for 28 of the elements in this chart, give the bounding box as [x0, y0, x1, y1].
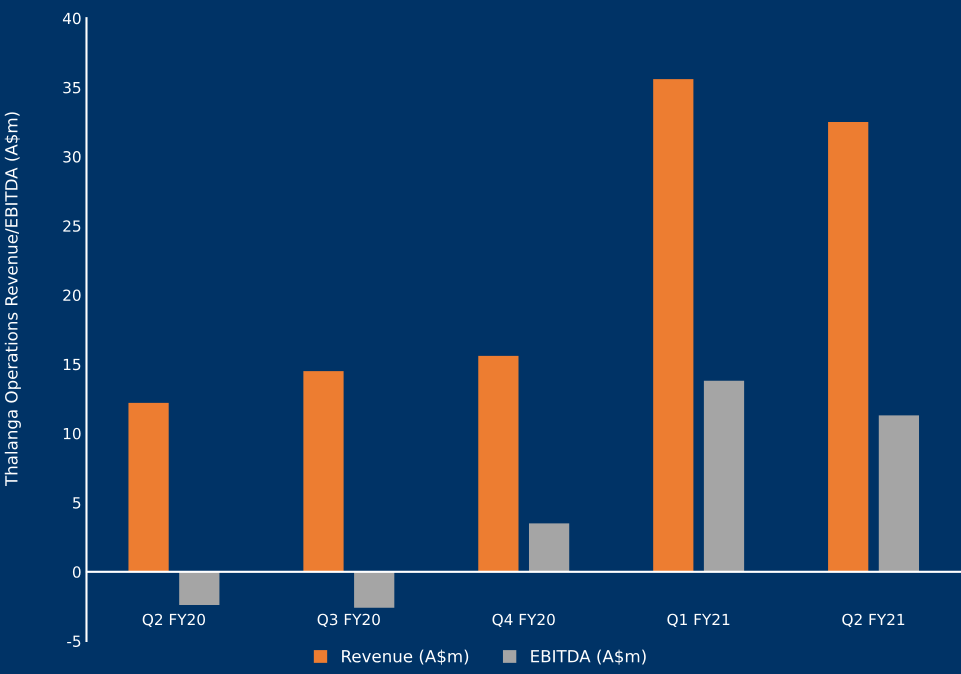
bar	[828, 122, 868, 572]
bar	[878, 415, 920, 572]
y-tick-label: 10	[64, 428, 81, 440]
bar	[478, 356, 518, 572]
x-tick-label: Q2 FY20	[142, 614, 206, 628]
y-tick-label: 5	[73, 497, 80, 509]
y-tick-label: 35	[63, 82, 80, 94]
x-tick-label: Q2 FY21	[842, 614, 904, 628]
x-tick-label: Q1 FY21	[667, 614, 730, 628]
bar	[354, 572, 394, 608]
y-tick-label: 30	[63, 151, 81, 163]
bar	[179, 572, 220, 605]
y-axis-title: Thalanga Operations Revenue/EBITDA (A$m)	[4, 112, 21, 486]
bar	[704, 380, 744, 572]
y-tick-label: -5	[67, 636, 80, 647]
y-tick-label: 20	[63, 289, 81, 302]
bar	[128, 402, 169, 572]
y-tick-label: 40	[62, 12, 81, 24]
legend-label: Revenue (A$m)	[342, 650, 468, 665]
bar	[528, 523, 570, 572]
bar	[653, 79, 694, 572]
bar	[303, 371, 344, 572]
legend-label: EBITDA (A$m)	[531, 650, 646, 665]
y-tick-label: 15	[64, 358, 80, 370]
y-tick-label: 25	[63, 220, 80, 232]
x-tick-label: Q3 FY20	[318, 614, 380, 628]
x-tick-label: Q4 FY20	[492, 614, 555, 628]
y-tick-label: 0	[72, 566, 81, 578]
